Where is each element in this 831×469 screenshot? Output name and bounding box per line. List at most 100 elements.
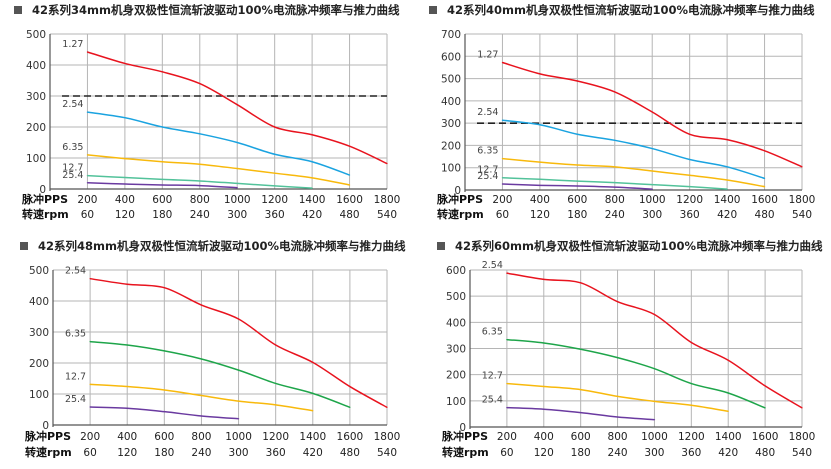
y-tick-label: 300	[29, 327, 49, 339]
x-tick-label: 1200	[262, 431, 289, 443]
data-point	[161, 126, 163, 128]
series-line-6.35	[90, 340, 351, 409]
series-label: 25.4	[477, 171, 498, 182]
data-point	[237, 400, 240, 402]
data-point	[126, 344, 128, 346]
x-tick-label: 180	[571, 447, 591, 459]
chart-1: 42系列34mm机身双极性恒流斩波驱动100%电流脉冲频率与推力曲线 0 100 20…	[14, 3, 400, 221]
x-tick-label: 400	[117, 431, 137, 443]
data-point	[126, 283, 128, 285]
data-point	[124, 176, 126, 179]
data-point	[237, 318, 240, 320]
data-point	[651, 170, 653, 172]
data-point	[312, 361, 314, 363]
x-tick-label: 420	[717, 209, 737, 221]
x-tick-label: 1800	[374, 431, 401, 443]
y-tick-label: 700	[441, 29, 461, 41]
x-tick-label: 1600	[752, 431, 779, 443]
x-tick-label: 1600	[751, 194, 778, 206]
series-label: 6.35	[65, 329, 86, 340]
x-tick-label: 60	[496, 209, 509, 221]
series-label: 6.35	[482, 327, 503, 338]
data-point	[506, 339, 508, 341]
x-tick-label: 240	[191, 447, 211, 459]
y-tick-label: 600	[446, 265, 466, 277]
data-point	[763, 150, 766, 152]
series-label: 12.7	[62, 163, 83, 174]
data-point	[580, 388, 582, 391]
chart-4: 42系列60mm机身双极性恒流斩波驱动100%电流脉冲频率与推力曲线 0 100 20…	[437, 239, 823, 459]
x-tick-label: 1000	[224, 194, 251, 206]
data-point	[616, 357, 619, 359]
x-tick-label: 1200	[678, 431, 705, 443]
data-point	[727, 392, 729, 394]
data-point	[501, 157, 504, 160]
y-tick-label: 300	[441, 118, 461, 130]
series-label: 12.7	[482, 371, 503, 382]
x-tick-label: 420	[303, 447, 323, 459]
x-row-name: 转速rpm	[437, 207, 484, 221]
data-point	[726, 166, 728, 168]
data-point	[689, 158, 691, 161]
data-point	[501, 119, 504, 121]
data-point	[651, 147, 653, 150]
x-tick-label: 420	[302, 209, 322, 221]
data-point	[726, 179, 728, 181]
data-point	[539, 184, 541, 186]
data-point	[161, 71, 163, 73]
x-tick-label: 800	[608, 431, 628, 443]
data-point	[614, 182, 616, 184]
data-point	[543, 278, 545, 281]
data-point	[576, 164, 578, 166]
title-square-icon	[14, 6, 22, 14]
series-label: 25.4	[65, 394, 86, 405]
x-tick-label: 600	[152, 194, 172, 206]
data-point	[89, 406, 91, 408]
x-tick-label: 480	[340, 209, 360, 221]
data-point	[543, 385, 545, 388]
title-square-icon	[429, 6, 437, 14]
data-point	[539, 124, 541, 126]
y-tick-label: 0	[39, 184, 46, 196]
x-tick-label: 360	[681, 447, 701, 459]
x-row-name: 脉冲PPS	[441, 429, 488, 443]
series-label: 2.54	[62, 99, 83, 110]
data-point	[200, 304, 203, 306]
data-point	[274, 126, 276, 128]
data-point	[124, 158, 126, 160]
data-point	[614, 91, 616, 93]
x-tick-label: 1800	[789, 194, 816, 206]
data-point	[614, 139, 616, 141]
data-point	[86, 175, 89, 177]
x-row-name: 脉冲PPS	[21, 192, 68, 206]
series-label: 12.7	[477, 165, 498, 176]
series-label: 2.54	[65, 266, 86, 277]
data-point	[653, 400, 656, 402]
data-point	[727, 359, 729, 361]
data-point	[539, 161, 541, 163]
x-tick-label: 420	[718, 447, 738, 459]
data-point	[86, 182, 89, 184]
data-point	[653, 368, 656, 370]
x-tick-label: 200	[497, 431, 517, 443]
data-point	[199, 180, 201, 182]
series-line-6.35	[502, 157, 765, 188]
data-point	[763, 186, 766, 188]
x-tick-label: 1200	[676, 194, 703, 206]
data-point	[199, 184, 201, 187]
x-tick-label: 1600	[336, 194, 363, 206]
x-row-name: 转速rpm	[22, 207, 69, 221]
y-tick-label: 0	[454, 185, 461, 197]
x-tick-label: 300	[642, 209, 662, 221]
data-point	[726, 188, 728, 190]
x-tick-label: 480	[340, 447, 360, 459]
data-point	[126, 407, 128, 409]
y-tick-label: 500	[26, 29, 46, 41]
data-point	[349, 385, 351, 388]
data-point	[200, 358, 203, 360]
data-point	[124, 183, 126, 185]
x-row-name: 转速rpm	[442, 445, 489, 459]
series-line-6.35	[87, 154, 350, 186]
data-point	[506, 382, 508, 385]
